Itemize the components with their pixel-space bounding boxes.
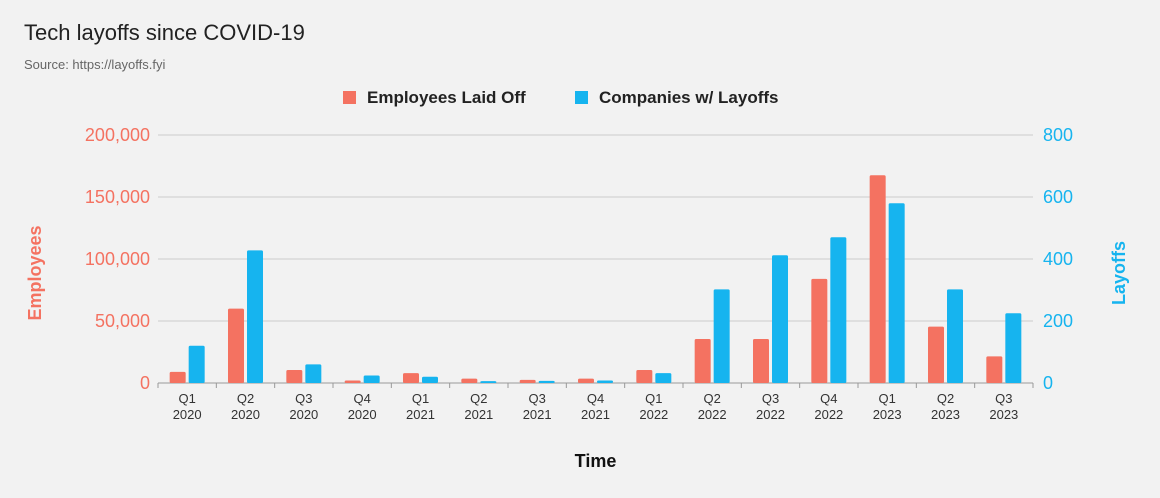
y-right-tick-label: 600 [1043, 187, 1073, 207]
legend-label-companies: Companies w/ Layoffs [599, 88, 778, 107]
x-tick-label-quarter: Q2 [937, 391, 954, 406]
bar-employees-laid-off [636, 369, 653, 383]
bar-companies-with-layoffs [247, 250, 263, 383]
bar-employees-laid-off [694, 338, 711, 383]
y-left-axis-title: Employees [25, 225, 45, 320]
x-tick-label-year: 2023 [989, 407, 1018, 422]
y-right-tick-label: 400 [1043, 249, 1073, 269]
x-tick-label-year: 2021 [523, 407, 552, 422]
x-tick-label-year: 2023 [931, 407, 960, 422]
x-tick-label-year: 2020 [348, 407, 377, 422]
bar-companies-with-layoffs [655, 373, 672, 383]
bar-employees-laid-off [403, 373, 419, 383]
x-tick-label-quarter: Q4 [820, 391, 837, 406]
chart-subtitle: Source: https://layoffs.fyi [24, 57, 166, 72]
bar-companies-with-layoffs [1005, 313, 1022, 383]
bar-employees-laid-off [578, 378, 594, 383]
y-right-tick-label: 200 [1043, 311, 1073, 331]
x-tick-label-year: 2020 [231, 407, 260, 422]
y-left-tick-label: 150,000 [85, 187, 150, 207]
x-tick-label-quarter: Q2 [470, 391, 487, 406]
bar-employees-laid-off [986, 356, 1003, 383]
x-tick-label-quarter: Q2 [703, 391, 720, 406]
x-tick-label-quarter: Q1 [878, 391, 895, 406]
x-tick-label-year: 2022 [756, 407, 785, 422]
bar-companies-with-layoffs [597, 380, 613, 383]
y-right-axis-title: Layoffs [1109, 241, 1129, 305]
bar-employees-laid-off [928, 326, 944, 383]
x-tick-label-quarter: Q4 [353, 391, 370, 406]
x-tick-label-year: 2022 [698, 407, 727, 422]
bar-companies-with-layoffs [538, 380, 555, 383]
x-tick-label-quarter: Q3 [995, 391, 1012, 406]
bar-companies-with-layoffs [947, 289, 963, 383]
x-tick-label-quarter: Q3 [528, 391, 545, 406]
bar-employees-laid-off [228, 308, 244, 383]
x-tick-label-year: 2022 [814, 407, 843, 422]
y-left-tick-label: 200,000 [85, 125, 150, 145]
bar-employees-laid-off [811, 278, 828, 383]
bar-employees-laid-off [461, 378, 478, 383]
y-right-tick-label: 800 [1043, 125, 1073, 145]
bar-companies-with-layoffs [888, 203, 905, 383]
x-tick-label-quarter: Q3 [295, 391, 312, 406]
bar-companies-with-layoffs [305, 364, 322, 383]
bar-employees-laid-off [286, 369, 303, 383]
bar-companies-with-layoffs [830, 237, 847, 383]
bar-companies-with-layoffs [188, 345, 205, 383]
y-left-tick-label: 0 [140, 373, 150, 393]
bar-employees-laid-off [753, 338, 769, 383]
y-left-tick-label: 100,000 [85, 249, 150, 269]
bar-companies-with-layoffs [713, 289, 730, 383]
bar-companies-with-layoffs [480, 381, 497, 383]
x-tick-label-quarter: Q2 [237, 391, 254, 406]
x-tick-label-year: 2022 [639, 407, 668, 422]
x-tick-label-year: 2021 [464, 407, 493, 422]
bar-employees-laid-off [869, 175, 886, 383]
x-tick-label-quarter: Q3 [762, 391, 779, 406]
legend-label-employees: Employees Laid Off [367, 88, 526, 107]
legend-swatch-companies [575, 91, 588, 104]
x-tick-label-year: 2021 [406, 407, 435, 422]
x-tick-label-year: 2020 [173, 407, 202, 422]
bar-companies-with-layoffs [772, 255, 788, 383]
bar-employees-laid-off [169, 371, 186, 383]
bar-companies-with-layoffs [422, 376, 438, 383]
bar-employees-laid-off [519, 379, 536, 383]
legend-swatch-employees [343, 91, 356, 104]
x-tick-label-quarter: Q4 [587, 391, 604, 406]
bar-companies-with-layoffs [363, 375, 380, 383]
x-axis-title: Time [575, 451, 617, 471]
y-left-tick-label: 50,000 [95, 311, 150, 331]
x-tick-label-quarter: Q1 [178, 391, 195, 406]
x-tick-label-quarter: Q1 [412, 391, 429, 406]
x-tick-label-year: 2020 [289, 407, 318, 422]
x-tick-label-year: 2021 [581, 407, 610, 422]
x-tick-label-quarter: Q1 [645, 391, 662, 406]
chart-title: Tech layoffs since COVID-19 [24, 20, 305, 45]
y-right-tick-label: 0 [1043, 373, 1053, 393]
x-tick-label-year: 2023 [873, 407, 902, 422]
bar-employees-laid-off [344, 380, 361, 383]
